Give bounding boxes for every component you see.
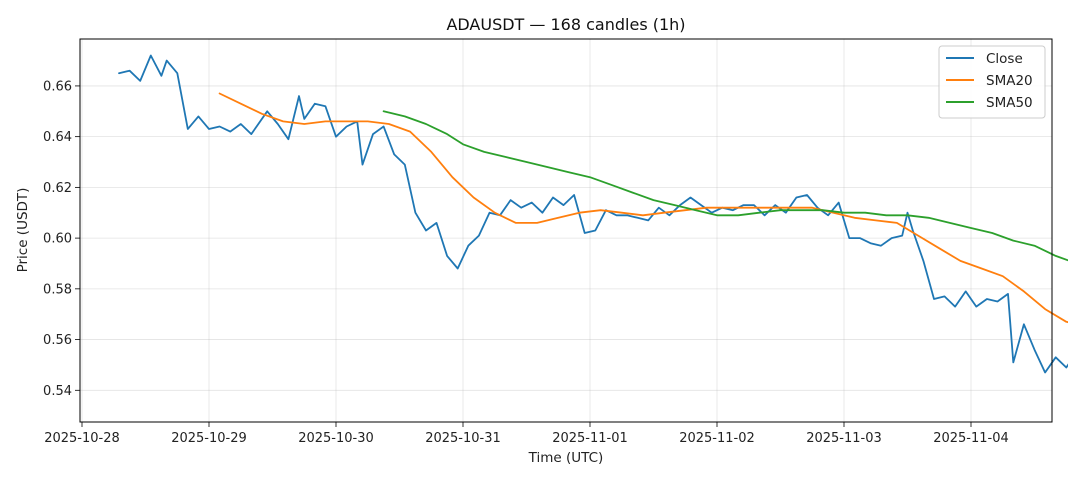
x-tick-label: 2025-10-28 (44, 431, 120, 446)
y-tick-label: 0.58 (43, 282, 72, 297)
x-tick-label: 2025-10-29 (171, 431, 247, 446)
y-axis-label: Price (USDT) (15, 188, 31, 273)
legend-label-close: Close (986, 51, 1023, 67)
y-axis: 0.54 0.56 0.58 0.60 0.62 0.64 0.66 (43, 79, 80, 399)
legend-box (938, 45, 1046, 119)
series-line-close (118, 54, 1068, 374)
y-tick-label: 0.64 (43, 130, 72, 145)
x-tick-label: 2025-10-30 (298, 431, 374, 446)
x-tick-label: 2025-10-31 (425, 431, 501, 446)
x-tick-label: 2025-11-04 (933, 431, 1009, 446)
x-tick-label: 2025-11-02 (679, 431, 755, 446)
series-line-sma20 (218, 92, 1068, 324)
series-layer (118, 54, 1068, 374)
x-axis-label: Time (UTC) (528, 450, 604, 466)
series-line-sma50 (382, 110, 1068, 262)
plot-frame (79, 38, 1053, 423)
x-tick-label: 2025-11-01 (552, 431, 628, 446)
legend-label-sma20: SMA20 (986, 73, 1033, 89)
y-tick-label: 0.60 (43, 232, 72, 247)
x-tick-label: 2025-11-03 (806, 431, 882, 446)
y-tick-label: 0.56 (43, 333, 72, 348)
y-tick-label: 0.54 (43, 384, 72, 399)
legend-label-sma50: SMA50 (986, 95, 1033, 111)
y-tick-label: 0.62 (43, 181, 72, 196)
chart-title: ADAUSDT — 168 candles (1h) (446, 15, 685, 34)
legend: Close SMA20 SMA50 (938, 45, 1046, 119)
x-axis: 2025-10-28 2025-10-29 2025-10-30 2025-10-31… (44, 422, 1009, 446)
y-tick-label: 0.66 (43, 79, 72, 94)
